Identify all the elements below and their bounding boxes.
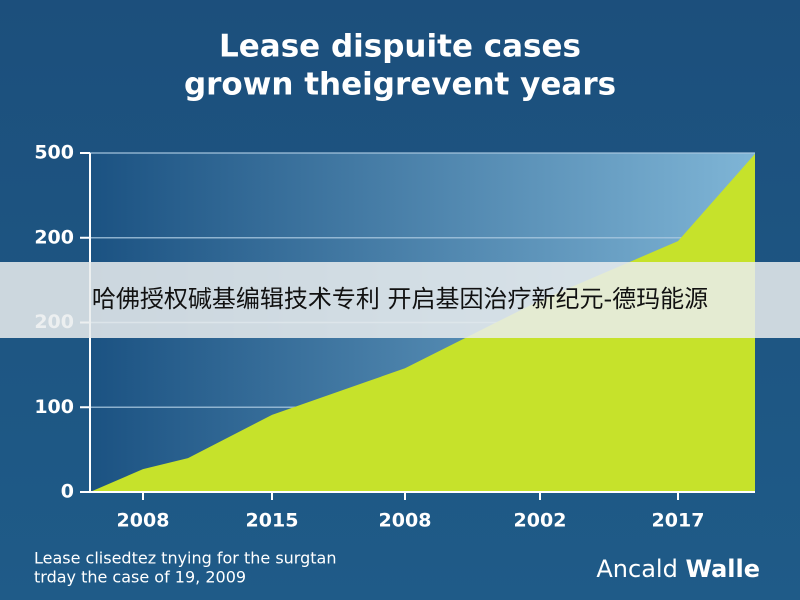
x-tick-label: 2002 (514, 510, 567, 532)
x-tick-label: 2008 (117, 510, 170, 532)
marks (90, 153, 755, 492)
x-tick-label: 2008 (379, 510, 432, 532)
chart-title: grown theigrevent years (184, 67, 616, 103)
y-tick-label: 0 (61, 481, 74, 503)
brand: Ancald Walle (596, 555, 760, 583)
y-tick-label: 100 (34, 396, 74, 418)
banner-text: 哈佛授权碱基编辑技术专利 开启基因治疗新纪元-德玛能源 (92, 285, 708, 313)
y-tick-label: 500 (34, 142, 74, 164)
chart-title: Lease dispuite cases (219, 29, 581, 65)
area (90, 153, 755, 492)
footer-text: Lease clisedtez tnying for the surgtan (34, 549, 336, 568)
y-tick-label: 200 (34, 226, 74, 248)
footer-text: trday the case of 19, 2009 (34, 568, 246, 587)
x-tick-label: 2015 (246, 510, 299, 532)
x-tick-label: 2017 (652, 510, 705, 532)
brand-part: Walle (685, 555, 760, 583)
banner-background (0, 262, 800, 338)
brand-part: Ancald (596, 555, 685, 583)
